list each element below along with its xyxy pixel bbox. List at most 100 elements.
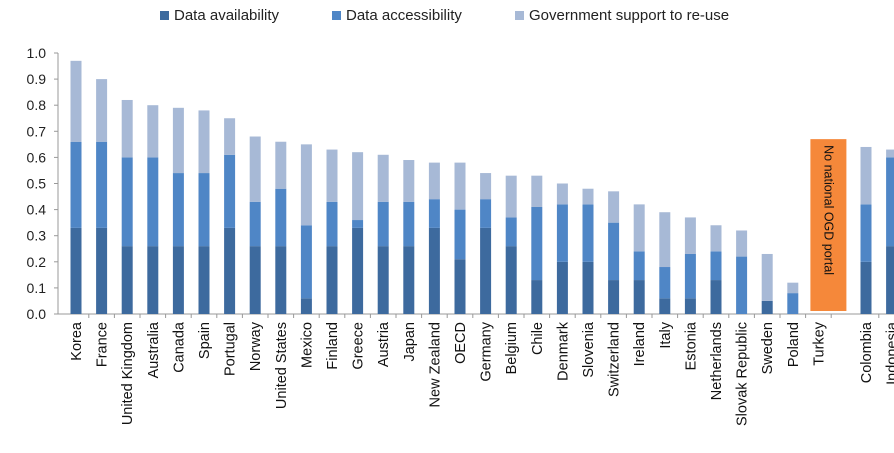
x-tick-label: Belgium bbox=[504, 322, 520, 374]
bar-belgium-series-0 bbox=[505, 246, 517, 314]
bar-indonesia-series-2 bbox=[886, 149, 894, 158]
bar-spain-series-2 bbox=[198, 110, 210, 174]
y-tick-label: 0.2 bbox=[27, 254, 47, 270]
bar-switzerland-series-1 bbox=[608, 222, 620, 281]
bar-estonia-series-1 bbox=[684, 253, 696, 299]
legend-label-1: Data accessibility bbox=[346, 7, 462, 24]
x-tick-label: United States bbox=[274, 322, 290, 409]
bar-netherlands-series-0 bbox=[710, 280, 722, 314]
bar-colombia-series-1 bbox=[860, 204, 872, 262]
bar-belgium-series-1 bbox=[505, 217, 517, 247]
x-tick-label: OECD bbox=[453, 322, 469, 364]
bar-denmark-series-1 bbox=[556, 204, 568, 262]
bar-norway-series-2 bbox=[249, 136, 261, 202]
bar-australia-series-2 bbox=[147, 105, 159, 158]
bar-slovenia-series-1 bbox=[582, 204, 594, 262]
bar-austria-series-0 bbox=[377, 246, 389, 314]
bar-japan-series-2 bbox=[403, 160, 415, 202]
annotation-text: No national OGD portal bbox=[821, 145, 835, 275]
x-tick-label: Sweden bbox=[760, 322, 776, 374]
bar-ireland-series-2 bbox=[633, 204, 645, 252]
x-tick-label: Netherlands bbox=[709, 322, 725, 400]
bar-finland-series-0 bbox=[326, 246, 338, 314]
x-tick-label: Korea bbox=[69, 321, 85, 361]
x-tick-label: Chile bbox=[530, 322, 546, 355]
y-tick-label: 0.7 bbox=[27, 123, 47, 139]
x-tick-label: Mexico bbox=[299, 322, 315, 368]
bar-chile-series-0 bbox=[531, 280, 543, 314]
bar-greece-series-2 bbox=[352, 152, 364, 221]
bar-canada-series-1 bbox=[172, 173, 184, 247]
bar-indonesia-series-0 bbox=[886, 246, 894, 314]
legend-swatch-1 bbox=[332, 11, 341, 20]
bar-slovenia-series-0 bbox=[582, 261, 594, 314]
bar-norway-series-0 bbox=[249, 246, 261, 314]
bar-oecd-series-1 bbox=[454, 209, 466, 260]
y-tick-label: 0.9 bbox=[27, 71, 47, 87]
y-tick-label: 0.4 bbox=[27, 202, 47, 218]
bar-oecd-series-0 bbox=[454, 259, 466, 314]
legend-swatch-0 bbox=[160, 11, 169, 20]
x-tick-label: Austria bbox=[376, 321, 392, 367]
bar-greece-series-1 bbox=[352, 220, 364, 228]
bar-new-zealand-series-2 bbox=[428, 162, 440, 200]
bar-oecd-series-2 bbox=[454, 162, 466, 210]
bar-united-kingdom-series-2 bbox=[121, 99, 133, 158]
bar-france-series-0 bbox=[96, 227, 108, 314]
bar-italy-series-2 bbox=[659, 212, 671, 268]
x-tick-label: Estonia bbox=[683, 321, 699, 370]
y-tick-label: 0.3 bbox=[27, 228, 47, 244]
bar-chile-series-1 bbox=[531, 206, 543, 281]
bar-switzerland-series-2 bbox=[608, 191, 620, 223]
bar-netherlands-series-2 bbox=[710, 225, 722, 252]
bar-denmark-series-2 bbox=[556, 183, 568, 205]
x-tick-label: Ireland bbox=[632, 322, 648, 366]
x-tick-label: Slovenia bbox=[581, 321, 597, 378]
x-tick-label: Switzerland bbox=[607, 322, 623, 397]
bar-greece-series-0 bbox=[352, 227, 364, 314]
x-tick-label: Portugal bbox=[223, 322, 239, 376]
bar-ireland-series-0 bbox=[633, 280, 645, 314]
bar-canada-series-2 bbox=[172, 107, 184, 174]
bar-slovak-republic-series-2 bbox=[736, 230, 748, 257]
x-tick-label: Italy bbox=[658, 321, 674, 348]
x-tick-label: Finland bbox=[325, 322, 341, 370]
y-tick-label: 1.0 bbox=[27, 45, 47, 61]
bar-new-zealand-series-1 bbox=[428, 199, 440, 228]
bar-sweden-series-2 bbox=[761, 253, 773, 301]
y-tick-label: 0.0 bbox=[27, 306, 47, 322]
bar-japan-series-1 bbox=[403, 201, 415, 247]
bar-slovak-republic-series-1 bbox=[736, 256, 748, 314]
bar-chile-series-2 bbox=[531, 175, 543, 207]
x-tick-label: Slovak Republic bbox=[735, 322, 751, 426]
bar-germany-series-1 bbox=[480, 199, 492, 228]
bar-poland-series-2 bbox=[787, 282, 799, 294]
bar-portugal-series-0 bbox=[224, 227, 236, 314]
bar-austria-series-2 bbox=[377, 154, 389, 202]
bar-netherlands-series-1 bbox=[710, 251, 722, 281]
x-tick-label: New Zealand bbox=[427, 322, 443, 407]
bar-italy-series-0 bbox=[659, 298, 671, 314]
bar-mexico-series-2 bbox=[300, 144, 312, 226]
x-tick-label: Canada bbox=[171, 321, 187, 373]
bar-germany-series-2 bbox=[480, 173, 492, 200]
bar-korea-series-2 bbox=[70, 60, 82, 142]
bar-colombia-series-0 bbox=[860, 261, 872, 314]
bar-mexico-series-0 bbox=[300, 298, 312, 314]
x-tick-label: Spain bbox=[197, 322, 213, 359]
bar-australia-series-1 bbox=[147, 157, 159, 247]
bar-ireland-series-1 bbox=[633, 251, 645, 281]
bar-united-kingdom-series-1 bbox=[121, 157, 133, 247]
bar-japan-series-0 bbox=[403, 246, 415, 314]
bar-spain-series-1 bbox=[198, 173, 210, 247]
x-tick-label: Australia bbox=[146, 321, 162, 378]
y-tick-label: 0.8 bbox=[27, 97, 47, 113]
bar-new-zealand-series-0 bbox=[428, 227, 440, 314]
bar-norway-series-1 bbox=[249, 201, 261, 247]
x-tick-label: France bbox=[95, 322, 111, 367]
bar-indonesia-series-1 bbox=[886, 157, 894, 247]
bar-france-series-2 bbox=[96, 79, 108, 142]
x-tick-label: Poland bbox=[786, 322, 802, 367]
bar-united-states-series-0 bbox=[275, 246, 287, 314]
